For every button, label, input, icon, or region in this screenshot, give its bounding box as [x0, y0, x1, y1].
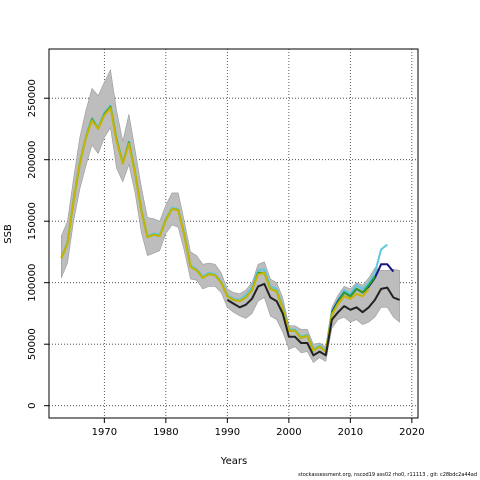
x-tick-label: 1990 — [215, 427, 240, 438]
x-axis: 1970 1980 1990 2000 2010 2020 — [92, 418, 425, 438]
ci-band-area — [61, 68, 400, 364]
y-tick-label: 50000 — [27, 328, 38, 360]
series-line-2 — [60, 105, 376, 353]
y-tick-label: 250000 — [27, 79, 38, 117]
y-tick-label: 150000 — [27, 202, 38, 240]
y-tick-label: 100000 — [27, 264, 38, 302]
footer-caption: stockassessment.org, nscod19 ass02 rho0,… — [298, 472, 477, 478]
x-tick-label: 1980 — [153, 427, 178, 438]
confidence-band — [61, 68, 400, 364]
x-tick-label: 2000 — [276, 427, 301, 438]
x-tick-label: 1970 — [92, 427, 117, 438]
y-tick-label: 0 — [27, 403, 38, 409]
plot-frame — [48, 48, 419, 419]
series-line-4 — [226, 282, 400, 357]
x-tick-label: 2010 — [338, 427, 363, 438]
series-lines — [60, 104, 400, 357]
x-axis-label: Years — [220, 456, 247, 467]
y-tick-label: 200000 — [27, 141, 38, 179]
x-tick-label: 2020 — [399, 427, 424, 438]
series-line-3 — [60, 107, 370, 353]
y-axis-label: SSB — [3, 224, 14, 244]
y-axis: 0 50000 100000 150000 200000 250000 — [27, 79, 49, 409]
